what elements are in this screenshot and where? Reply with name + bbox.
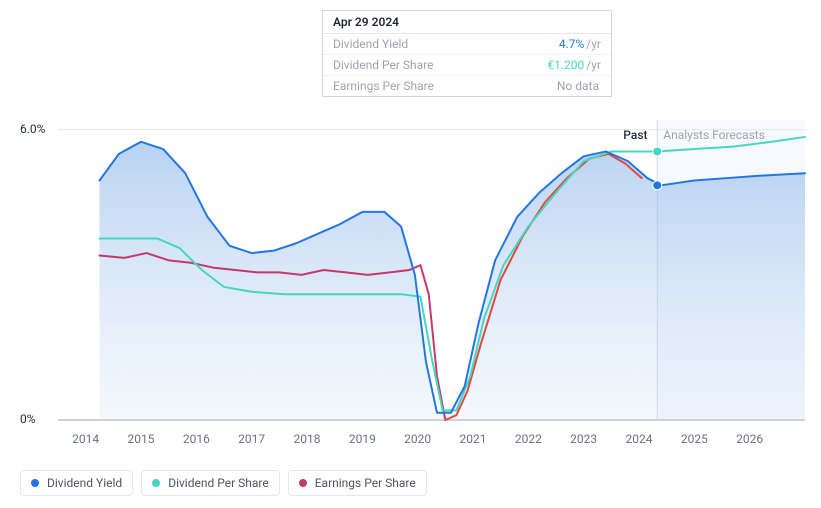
legend-dot-icon — [299, 479, 307, 487]
legend-dot-icon — [152, 479, 160, 487]
tooltip-row-label: Earnings Per Share — [333, 79, 557, 93]
tooltip-row: Earnings Per ShareNo data — [323, 76, 611, 96]
legend-item-label: Dividend Per Share — [168, 476, 269, 490]
legend-item[interactable]: Earnings Per Share — [288, 470, 427, 496]
dividend-chart: Apr 29 2024 Dividend Yield4.7%/yrDividen… — [10, 10, 811, 498]
tooltip-row-label: Dividend Per Share — [333, 58, 547, 72]
legend-item-label: Earnings Per Share — [315, 476, 416, 490]
x-axis-tick-label: 2019 — [349, 432, 376, 446]
tooltip-row: Dividend Yield4.7%/yr — [323, 34, 611, 55]
past-region-label: Past — [623, 128, 647, 142]
x-axis-tick-label: 2018 — [294, 432, 321, 446]
x-axis-tick-label: 2025 — [681, 432, 708, 446]
legend-item[interactable]: Dividend Yield — [20, 470, 133, 496]
tooltip-date: Apr 29 2024 — [323, 11, 611, 34]
legend-dot-icon — [31, 479, 39, 487]
legend-item[interactable]: Dividend Per Share — [141, 470, 280, 496]
chart-tooltip: Apr 29 2024 Dividend Yield4.7%/yrDividen… — [322, 10, 612, 97]
tooltip-row-value: No data — [557, 79, 599, 93]
x-axis-tick-label: 2022 — [515, 432, 542, 446]
forecast-region-label: Analysts Forecasts — [663, 128, 765, 142]
tooltip-row: Dividend Per Share€1.200/yr — [323, 55, 611, 76]
x-axis-tick-label: 2026 — [736, 432, 763, 446]
x-axis-tick-label: 2014 — [72, 432, 99, 446]
chart-legend: Dividend Yield Dividend Per Share Earnings… — [20, 470, 427, 496]
x-axis-tick-label: 2024 — [626, 432, 653, 446]
tooltip-row-unit: /yr — [586, 58, 601, 72]
x-axis-tick-label: 2020 — [404, 432, 431, 446]
x-axis-tick-label: 2017 — [238, 432, 265, 446]
x-axis-tick-label: 2015 — [128, 432, 155, 446]
tooltip-row-unit: /yr — [586, 37, 601, 51]
tooltip-row-label: Dividend Yield — [333, 37, 559, 51]
tooltip-row-value: 4.7% — [559, 37, 584, 51]
x-axis-tick-label: 2016 — [183, 432, 210, 446]
x-axis-tick-label: 2021 — [460, 432, 487, 446]
legend-item-label: Dividend Yield — [47, 476, 122, 490]
tooltip-row-value: €1.200 — [547, 58, 584, 72]
x-axis-tick-label: 2023 — [570, 432, 597, 446]
